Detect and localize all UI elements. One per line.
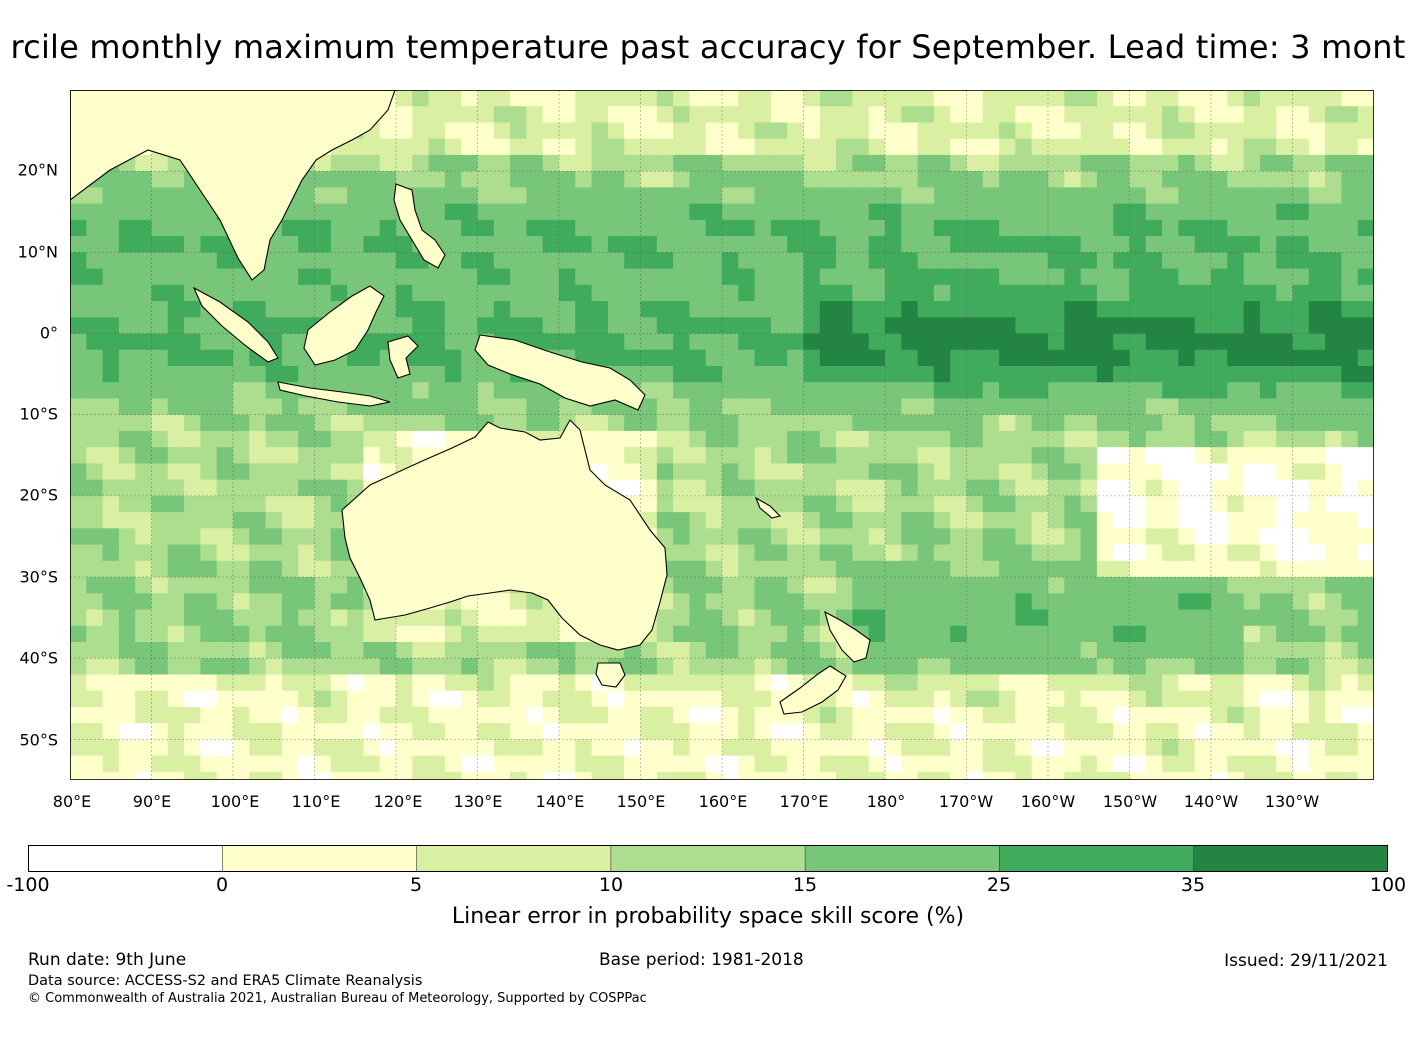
colorbar [28, 845, 1388, 872]
lon-label: 170°W [938, 792, 994, 811]
lon-label: 90°E [132, 792, 172, 811]
copyright-notice: © Commonwealth of Australia 2021, Austra… [28, 991, 647, 1006]
borneo-coastline [303, 285, 385, 366]
colorbar-segment [221, 845, 418, 872]
colorbar-tick: 0 [215, 874, 229, 896]
lat-label: 10°N [17, 242, 58, 262]
coastlines [70, 90, 871, 715]
lon-label: 130°W [1264, 792, 1320, 811]
sulawesi-coastline [387, 335, 419, 379]
data-source: Data source: ACCESS-S2 and ERA5 Climate … [28, 973, 423, 989]
skill-score-map [70, 90, 1374, 780]
lon-label: 150°E [616, 792, 666, 811]
issued-date: Issued: 29/11/2021 [1224, 951, 1388, 971]
colorbar-segment [1193, 845, 1388, 872]
colorbar-segment [999, 845, 1195, 872]
nz-north-island-coastline [824, 610, 871, 663]
lon-label: 100°E [210, 792, 260, 811]
nz-south-island-coastline [779, 665, 847, 715]
lat-label: 0° [39, 323, 58, 343]
lon-label: 110°E [291, 792, 341, 811]
colorbar-tick: 10 [598, 874, 624, 896]
lat-label: 20°N [17, 160, 58, 180]
lat-label: 10°S [19, 404, 58, 424]
colorbar-segment [416, 845, 612, 872]
sumatra-coastline [192, 286, 279, 363]
lon-label: 180° [866, 792, 906, 811]
lon-label: 130°E [453, 792, 503, 811]
australia-coastline [341, 419, 668, 651]
lon-label: 160°E [698, 792, 748, 811]
colorbar-tick: 15 [792, 874, 818, 896]
philippines-coastline [393, 183, 446, 269]
colorbar-tick: 35 [1180, 874, 1206, 896]
colorbar-tick: 100 [1369, 874, 1407, 896]
tasmania-coastline [595, 662, 626, 688]
run-date: Run date: 9th June [28, 950, 187, 970]
lon-label: 150°W [1102, 792, 1158, 811]
java-coastline [277, 381, 391, 407]
lon-label: 170°E [779, 792, 829, 811]
colorbar-segment [804, 845, 1001, 872]
lon-label: 120°E [373, 792, 423, 811]
colorbar-segment [610, 845, 806, 872]
colorbar-tick: -100 [6, 874, 50, 896]
lon-label: 140°W [1183, 792, 1239, 811]
lon-label: 140°E [535, 792, 585, 811]
base-period: Base period: 1981-2018 [599, 950, 804, 970]
colorbar-tick: 25 [986, 874, 1012, 896]
lon-label: 160°W [1020, 792, 1076, 811]
new-guinea-coastline [474, 334, 646, 411]
lat-label: 30°S [19, 567, 58, 587]
lat-label: 40°S [19, 648, 58, 668]
colorbar-tick: 5 [409, 874, 423, 896]
colorbar-segment [28, 845, 224, 872]
lon-label: 80°E [52, 792, 92, 811]
lat-label: 20°S [19, 485, 58, 505]
chart-title: rcile monthly maximum temperature past a… [10, 28, 1406, 66]
lat-label: 50°S [19, 730, 58, 750]
colorbar-label: Linear error in probability space skill … [451, 904, 965, 929]
asia-mainland-coastline [70, 90, 396, 281]
new-caledonia-coastline [754, 496, 782, 519]
